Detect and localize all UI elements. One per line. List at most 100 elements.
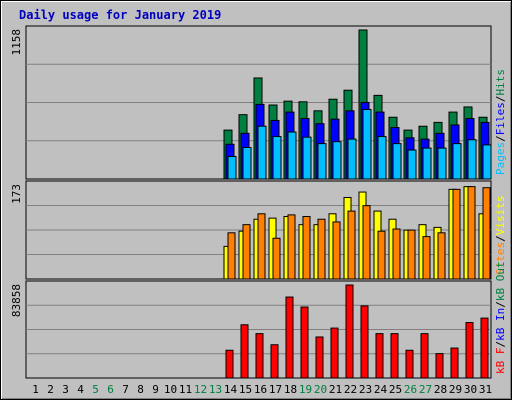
x-tick-label: 20 (314, 383, 327, 396)
bar-kb-f (300, 306, 309, 379)
y-max-label: 1158 (10, 29, 23, 56)
bar-kb-f (360, 305, 369, 379)
bar-sites (362, 205, 371, 280)
bar-pages (257, 125, 267, 180)
legend-label: kB In (494, 308, 507, 341)
legend-top: Pages/Files/Hits (494, 69, 507, 175)
x-tick-label: 24 (374, 383, 388, 396)
x-tick-label: 21 (329, 383, 342, 396)
bar-pages (287, 131, 297, 180)
bar-sites (452, 188, 461, 280)
x-tick-label: 4 (77, 383, 84, 396)
x-tick-label: 5 (92, 383, 99, 396)
bar-kb-f (390, 333, 399, 379)
bar-kb-f (225, 349, 234, 379)
chart-title: Daily usage for January 2019 (19, 8, 221, 22)
bar-pages (347, 138, 357, 180)
bar-sites (302, 216, 311, 280)
legend-label: Visits (494, 196, 507, 236)
bar-sites (332, 221, 341, 280)
legend-label: / (494, 301, 507, 308)
bar-pages (272, 136, 282, 180)
y-max-label: 83858 (10, 284, 23, 317)
bar-sites (257, 213, 266, 280)
bar-sites (467, 186, 476, 280)
x-tick-label: 22 (344, 383, 357, 396)
bar-kb-f (420, 333, 429, 379)
bar-sites (422, 236, 431, 280)
bar-sites (242, 224, 251, 280)
legend-label: / (494, 341, 507, 348)
bar-pages (242, 146, 252, 180)
x-tick-label: 12 (194, 383, 207, 396)
bar-kb-f (285, 296, 294, 379)
x-tick-label: 31 (479, 383, 492, 396)
legend-label: kB Out (494, 261, 507, 301)
x-tick-label: 15 (239, 383, 252, 396)
x-tick-label: 17 (269, 383, 282, 396)
bar-pages (362, 109, 372, 180)
x-tick-label: 30 (464, 383, 477, 396)
bar-pages (317, 143, 327, 180)
legend-label: / (494, 96, 507, 103)
x-tick-label: 29 (449, 383, 462, 396)
x-tick-label: 25 (389, 383, 402, 396)
bar-kb-f (405, 349, 414, 379)
bar-pages (437, 147, 447, 180)
legend-label: Sites (494, 242, 507, 275)
legend-label: / (494, 235, 507, 242)
bar-kb-f (375, 333, 384, 379)
bar-pages (227, 155, 237, 180)
x-tick-label: 7 (122, 383, 129, 396)
bar-kb-f (330, 327, 339, 379)
bar-kb-f (465, 322, 474, 379)
bar-sites (377, 230, 386, 280)
x-tick-label: 26 (404, 383, 417, 396)
bar-kb-f (255, 333, 264, 379)
bar-sites (287, 214, 296, 280)
x-tick-label: 28 (434, 383, 447, 396)
x-tick-label: 2 (47, 383, 54, 396)
legend-label: Files (494, 102, 507, 135)
bar-pages (422, 147, 432, 180)
bar-kb-f (240, 324, 249, 379)
bar-pages (467, 139, 477, 180)
bar-sites (437, 232, 446, 280)
bar-sites (482, 187, 491, 280)
bar-sites (392, 228, 401, 280)
bar-sites (347, 210, 356, 280)
legend-label: Pages (494, 142, 507, 175)
legend-label: / (494, 135, 507, 142)
bar-kb-f (315, 336, 324, 379)
x-tick-label: 27 (419, 383, 432, 396)
y-max-label: 173 (10, 184, 23, 204)
bar-kb-f (450, 347, 459, 379)
bar-pages (332, 141, 342, 180)
bar-pages (452, 143, 462, 180)
x-tick-label: 16 (254, 383, 267, 396)
bar-kb-f (270, 344, 279, 379)
x-tick-label: 14 (224, 383, 238, 396)
x-tick-label: 6 (107, 383, 114, 396)
bar-kb-f (345, 284, 354, 379)
bar-sites (317, 218, 326, 280)
bar-pages (302, 136, 312, 180)
x-tick-label: 1 (32, 383, 39, 396)
bar-sites (272, 237, 281, 280)
x-tick-label: 19 (299, 383, 312, 396)
bar-kb-f (480, 317, 489, 379)
legend-bottom: kB F/kB In/kB Out (494, 261, 507, 374)
x-tick-label: 18 (284, 383, 297, 396)
x-tick-label: 3 (62, 383, 69, 396)
x-tick-label: 11 (179, 383, 192, 396)
x-tick-label: 8 (137, 383, 144, 396)
bar-pages (377, 136, 387, 180)
bar-pages (407, 149, 417, 180)
bar-pages (392, 143, 402, 180)
x-tick-label: 9 (152, 383, 159, 396)
legend-label: Hits (494, 69, 507, 96)
bar-pages (482, 144, 492, 180)
bar-kb-f (435, 353, 444, 379)
